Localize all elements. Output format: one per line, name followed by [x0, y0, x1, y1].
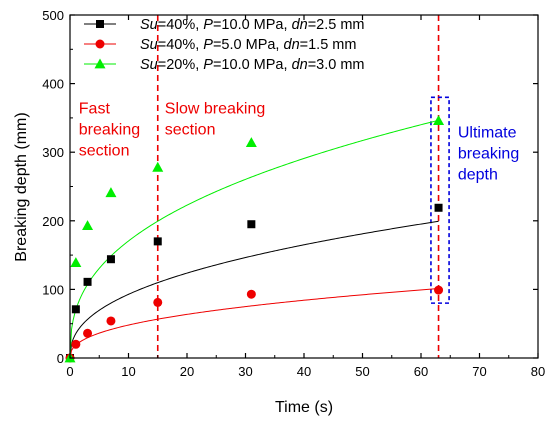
x-tick-label: 30: [238, 364, 252, 379]
x-tick-label: 70: [472, 364, 486, 379]
legend-label-3: Su=20%, P=10.0 MPa, dn=3.0 mm: [140, 57, 365, 73]
x-tick-label: 60: [414, 364, 428, 379]
series-2-point: [153, 297, 163, 307]
x-tick-label: 40: [297, 364, 311, 379]
series-1-point: [153, 237, 162, 246]
annotation-1: Fast breaking section: [79, 100, 140, 159]
x-tick-label: 20: [180, 364, 194, 379]
series-2-point: [246, 289, 256, 299]
fit-curve-1: [69, 220, 439, 359]
series-2-point: [83, 328, 93, 338]
series-2-point: [71, 339, 81, 349]
series-1-point: [106, 255, 115, 264]
series-2-point: [434, 285, 444, 295]
series-3-point: [82, 220, 94, 231]
fit-curve-3: [69, 119, 439, 359]
annotation-3: Ultimate breaking depth: [458, 124, 519, 183]
annotation-2: Slow breaking section: [165, 100, 266, 138]
x-tick-label: 10: [121, 364, 135, 379]
series-3-point: [70, 257, 82, 268]
x-axis-label: Time (s): [275, 399, 333, 416]
y-tick-label: 500: [42, 8, 64, 23]
y-tick-label: 0: [57, 351, 64, 366]
y-axis-label: Breaking depth (mm): [13, 112, 30, 261]
series-3-point: [245, 137, 257, 147]
legend-marker-3: [94, 58, 106, 69]
legend-label-1: Su=40%, P=10.0 MPa, dn=2.5 mm: [140, 17, 365, 33]
series-1-point: [83, 277, 92, 286]
y-tick-label: 300: [42, 145, 64, 160]
legend: Su=40%, P=10.0 MPa, dn=2.5 mm Su=40%, P=5…: [84, 17, 365, 73]
series-1-point: [434, 203, 443, 212]
data-markers: [64, 115, 445, 363]
y-tick-label: 100: [42, 282, 64, 297]
y-tick-label: 200: [42, 214, 64, 229]
annotations: Fast breaking section Slow breaking section U…: [79, 100, 519, 183]
x-tick-label: 80: [531, 364, 545, 379]
series-3-point: [152, 161, 164, 172]
legend-marker-1: [96, 20, 104, 28]
legend-label-2: Su=40%, P=5.0 MPa, dn=1.5 mm: [140, 37, 356, 53]
legend-marker-2: [95, 39, 105, 49]
ultimate-depth-box: [430, 96, 450, 304]
series-2-point: [106, 316, 116, 326]
fit-curves: [69, 119, 439, 359]
series-3-point: [433, 115, 445, 126]
x-tick-label: 0: [66, 364, 73, 379]
series-3-point: [105, 187, 117, 198]
axes: 0 10 20 30 40 50 60 70 80 0 100 200 300 400 500: [42, 8, 545, 379]
x-tick-label: 50: [355, 364, 369, 379]
series-1-point: [71, 305, 80, 314]
series-1-point: [247, 220, 256, 229]
y-tick-label: 400: [42, 77, 64, 92]
fit-curve-2: [69, 288, 439, 359]
